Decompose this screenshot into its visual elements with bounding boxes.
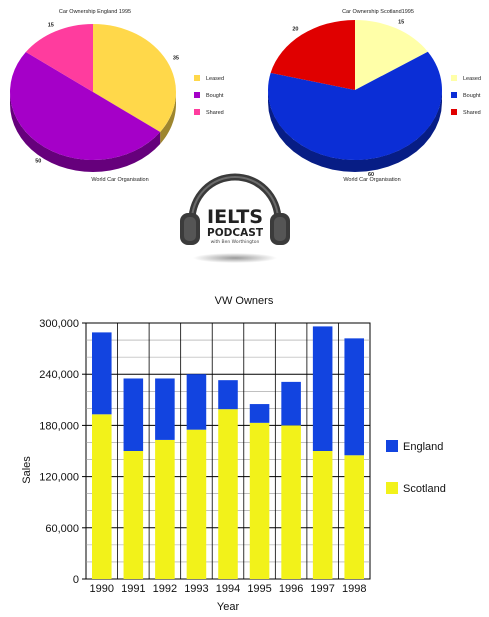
x-tick-label: 1998 — [342, 583, 366, 595]
legend-label-shared: Shared — [206, 110, 224, 116]
legend-label-shared: Shared — [463, 110, 481, 116]
x-tick-label: 1991 — [121, 583, 145, 595]
bar-england-1991 — [123, 378, 144, 451]
bar-england-1995 — [249, 404, 270, 423]
bar-scotland-1998 — [344, 455, 364, 579]
pie-title: Car Ownership England 1995 — [59, 9, 131, 15]
y-tick-label: 0 — [73, 574, 79, 586]
bar-scotland-1990 — [92, 414, 112, 579]
legend-label-scotland: Scotland — [403, 483, 446, 495]
logo-main: IELTS — [207, 206, 263, 228]
pie-source: World Car Organisation — [91, 177, 148, 183]
bar-england-1997 — [312, 326, 333, 451]
pie-chart-1: Car Ownership England 1995 World Car Orga… — [9, 9, 224, 183]
pie-value-label: 35 — [173, 56, 179, 62]
pie-chart-2: Car Ownership Scotland1995 World Car Orga… — [267, 9, 481, 183]
bar-scotland-1992 — [155, 439, 175, 579]
pie-value-label: 15 — [48, 22, 54, 28]
pie-slice-leased — [355, 20, 428, 90]
legend-swatch-leased — [194, 75, 200, 81]
y-tick-label: 120,000 — [39, 472, 79, 484]
legend-swatch-england — [386, 440, 398, 452]
x-tick-label: 1995 — [247, 583, 271, 595]
y-tick-label: 240,000 — [39, 369, 79, 381]
x-tick-label: 1996 — [279, 583, 303, 595]
legend-swatch-shared — [451, 109, 457, 115]
legend-swatch-bought — [194, 92, 200, 98]
legend-label-england: England — [403, 441, 443, 453]
pie-slice-shared — [270, 20, 355, 90]
pie-slice-bought — [9, 52, 161, 161]
pie-title: Car Ownership Scotland1995 — [342, 9, 414, 15]
x-axis-label: Year — [217, 601, 240, 613]
legend-label-bought: Bought — [463, 93, 481, 99]
pie-value-label: 60 — [368, 172, 374, 178]
pie-value-label: 15 — [398, 19, 404, 25]
logo-sub: PODCAST — [207, 226, 263, 239]
pie-side-leased — [160, 92, 176, 144]
legend-swatch-scotland — [386, 482, 398, 494]
bar-scotland-1994 — [218, 409, 238, 579]
vw-owners-bar-chart: VW Owners 0 60,000 120,000 180,000 240,000 300… — [21, 295, 446, 613]
legend-label-bought: Bought — [206, 93, 224, 99]
bar-scotland-1997 — [312, 451, 333, 579]
y-tick-label: 300,000 — [39, 318, 79, 330]
legend-swatch-leased — [451, 75, 457, 81]
pie-value-label: 20 — [292, 26, 298, 32]
y-axis-label: Sales — [21, 456, 33, 484]
y-tick-label: 180,000 — [39, 420, 79, 432]
pie-side-bought — [10, 92, 161, 172]
bar-england-1990 — [92, 332, 112, 415]
x-tick-label: 1992 — [153, 583, 177, 595]
pie-side-bought — [268, 90, 442, 172]
pie-slice-bought — [267, 51, 442, 160]
x-tick-label: 1997 — [310, 583, 334, 595]
x-tick-label: 1994 — [216, 583, 240, 595]
legend-label-leased: Leased — [206, 76, 224, 82]
ielts-podcast-logo: IELTS PODCAST with Ben Worthington — [170, 168, 300, 268]
bar-scotland-1996 — [281, 425, 301, 579]
legend-swatch-shared — [194, 109, 200, 115]
bar-england-1993 — [186, 374, 207, 430]
pie-source: World Car Organisation — [343, 177, 400, 183]
bar-england-1998 — [344, 338, 364, 456]
headphones-icon: IELTS PODCAST with Ben Worthington — [180, 173, 290, 263]
bar-england-1992 — [155, 378, 175, 440]
pie-slice-shared — [25, 24, 94, 92]
bar-england-1994 — [218, 380, 238, 410]
bar-scotland-1991 — [123, 451, 144, 579]
pie-slice-leased — [93, 23, 177, 132]
pie-value-label: 50 — [35, 159, 41, 165]
x-tick-label: 1990 — [90, 583, 114, 595]
bar-england-1996 — [281, 381, 301, 426]
bar-scotland-1993 — [186, 429, 207, 579]
legend-swatch-bought — [451, 92, 457, 98]
logo-byline: with Ben Worthington — [211, 239, 260, 245]
y-tick-label: 60,000 — [45, 523, 79, 535]
bar-chart-title: VW Owners — [215, 295, 274, 307]
bar-scotland-1995 — [249, 422, 270, 579]
legend-label-leased: Leased — [463, 76, 481, 82]
x-tick-label: 1993 — [184, 583, 208, 595]
